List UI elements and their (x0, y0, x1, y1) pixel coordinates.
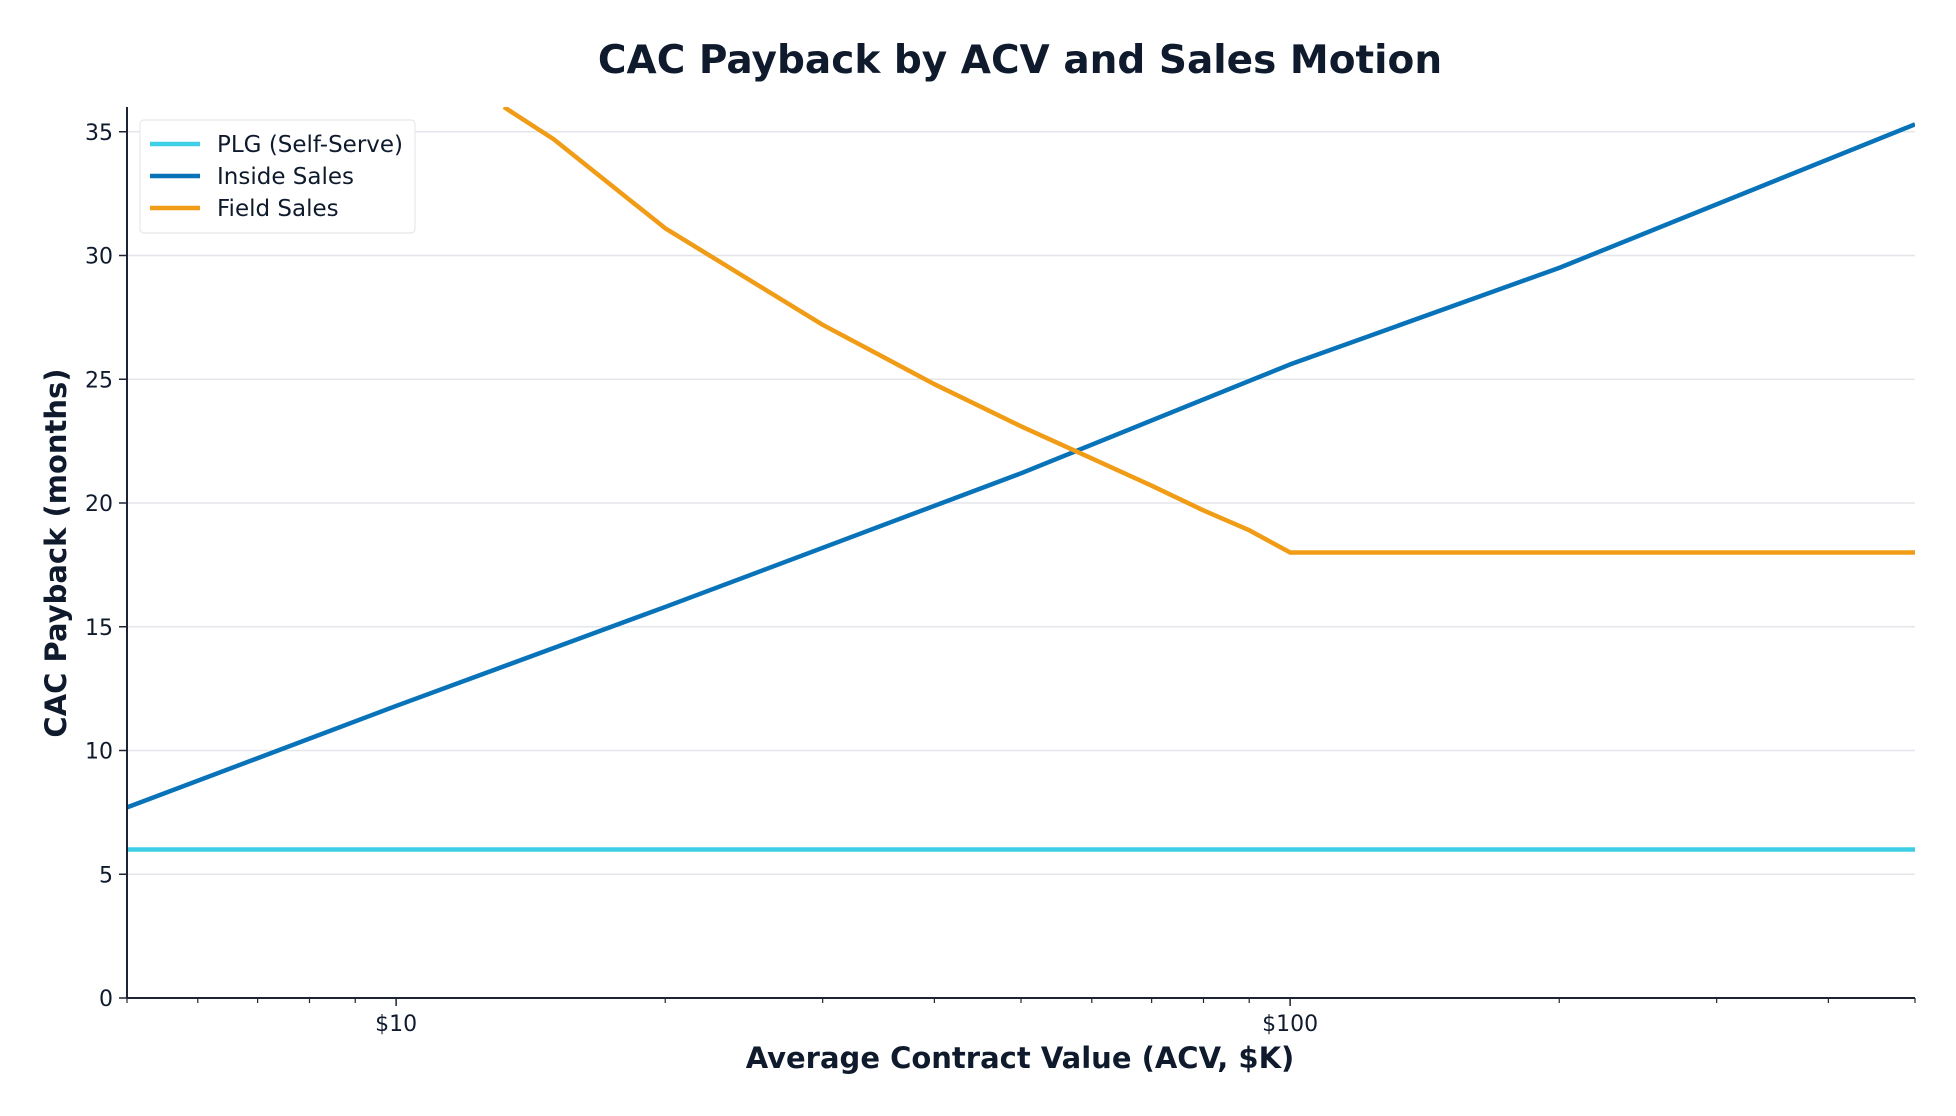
series-layer (127, 107, 1915, 852)
y-tick-label: 5 (99, 863, 113, 888)
y-tick-label: 30 (85, 245, 113, 270)
x-tick-label: $100 (1262, 1012, 1318, 1037)
y-tick-label: 0 (99, 987, 113, 1012)
y-axis-title: CAC Payback (months) (39, 368, 73, 737)
series-line-2 (127, 122, 1915, 810)
y-tick-label: 25 (85, 368, 113, 393)
x-tick-label: $10 (375, 1012, 417, 1037)
legend-label: Field Sales (217, 196, 339, 222)
series-line-3 (502, 107, 1915, 555)
y-tick-label: 15 (85, 616, 113, 641)
y-tick-label: 35 (85, 121, 113, 146)
chart-title: CAC Payback by ACV and Sales Motion (598, 38, 1442, 83)
legend: PLG (Self-Serve) Inside Sales Field Sales (139, 119, 416, 234)
y-tick-label: 10 (85, 740, 113, 765)
legend-box (139, 119, 416, 234)
x-axis-title: Average Contract Value (ACV, $K) (746, 1041, 1295, 1075)
y-tick-label: 20 (85, 492, 113, 517)
grid-layer (127, 131, 1915, 875)
legend-label: Inside Sales (217, 164, 354, 190)
legend-label: PLG (Self-Serve) (217, 132, 403, 158)
ticks-layer: 0 5 10 15 20 25 30 35 $10 $100 (85, 121, 1916, 1037)
